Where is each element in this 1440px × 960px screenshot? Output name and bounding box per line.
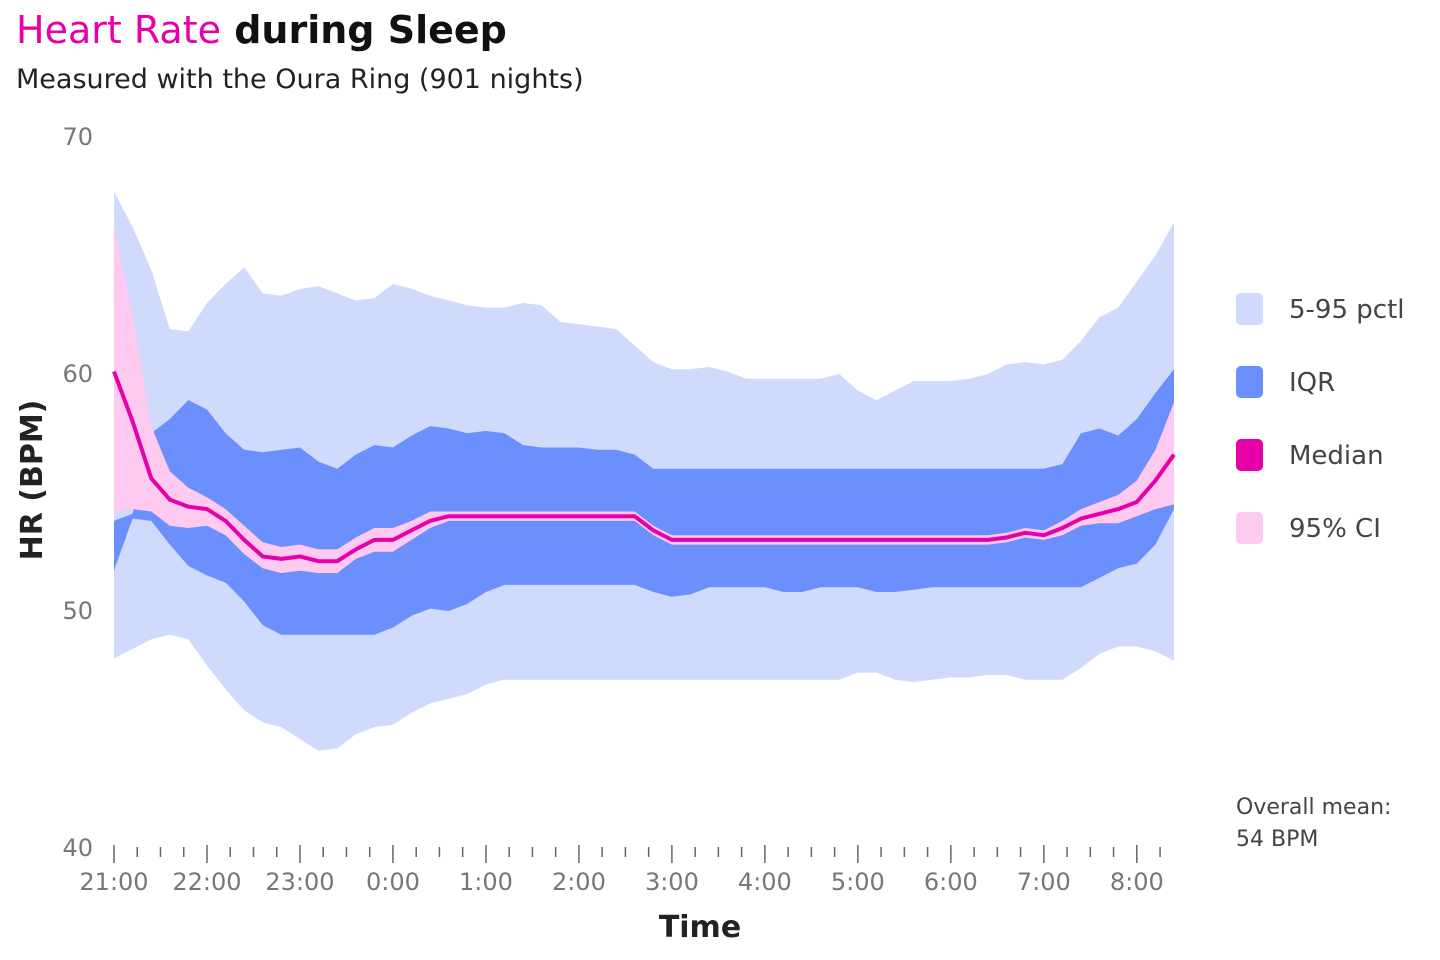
x-tick-label: 0:00 [366,868,420,896]
chart-bands [112,191,1176,751]
legend-label: 5-95 pctl [1289,295,1405,325]
legend-label: 95% CI [1289,514,1381,544]
legend-swatch-iqr [1236,366,1263,398]
chart-title: Heart Rate during Sleep [16,8,507,52]
x-tick-label: 2:00 [552,868,606,896]
median-line [112,370,1176,564]
x-tick-label: 1:00 [459,868,513,896]
note-line-1: Overall mean: [1236,795,1392,820]
y-axis-title: HR (BPM) [15,400,50,561]
x-tick-label: 22:00 [172,868,241,896]
x-tick-label: 4:00 [738,868,792,896]
overall-mean-note: Overall mean: 54 BPM [1236,792,1391,856]
legend-swatch-ci [1236,512,1263,544]
title-accent: Heart Rate [16,8,221,52]
y-axis: 40 50 60 70 [62,123,93,862]
x-tick-label: 3:00 [645,868,699,896]
x-tick-label: 8:00 [1110,868,1164,896]
x-tick-label: 7:00 [1017,868,1071,896]
x-tick-label: 5:00 [831,868,885,896]
chart-subtitle: Measured with the Oura Ring (901 nights) [16,64,584,95]
band-iqr [114,369,1174,635]
note-line-2: 54 BPM [1236,827,1319,852]
x-axis-title: Time [659,910,741,945]
legend-swatch-p5-95 [1236,293,1263,325]
legend: 5-95 pctl IQR Median 95% CI [1236,293,1405,544]
y-tick-label: 40 [62,834,93,862]
y-tick-label: 50 [62,597,93,625]
x-tick-label: 21:00 [79,868,148,896]
legend-label: IQR [1289,368,1335,398]
x-tick-label: 6:00 [924,868,978,896]
legend-swatch-median [1236,439,1263,471]
x-tick-label: 23:00 [265,868,334,896]
y-tick-label: 70 [62,123,93,151]
y-tick-label: 60 [62,360,93,388]
title-rest: during Sleep [234,8,507,52]
legend-label: Median [1289,441,1384,471]
x-axis: 21:00 22:00 23:00 0:00 1:00 2:00 3:00 4:00 5:00 6… [79,845,1164,896]
